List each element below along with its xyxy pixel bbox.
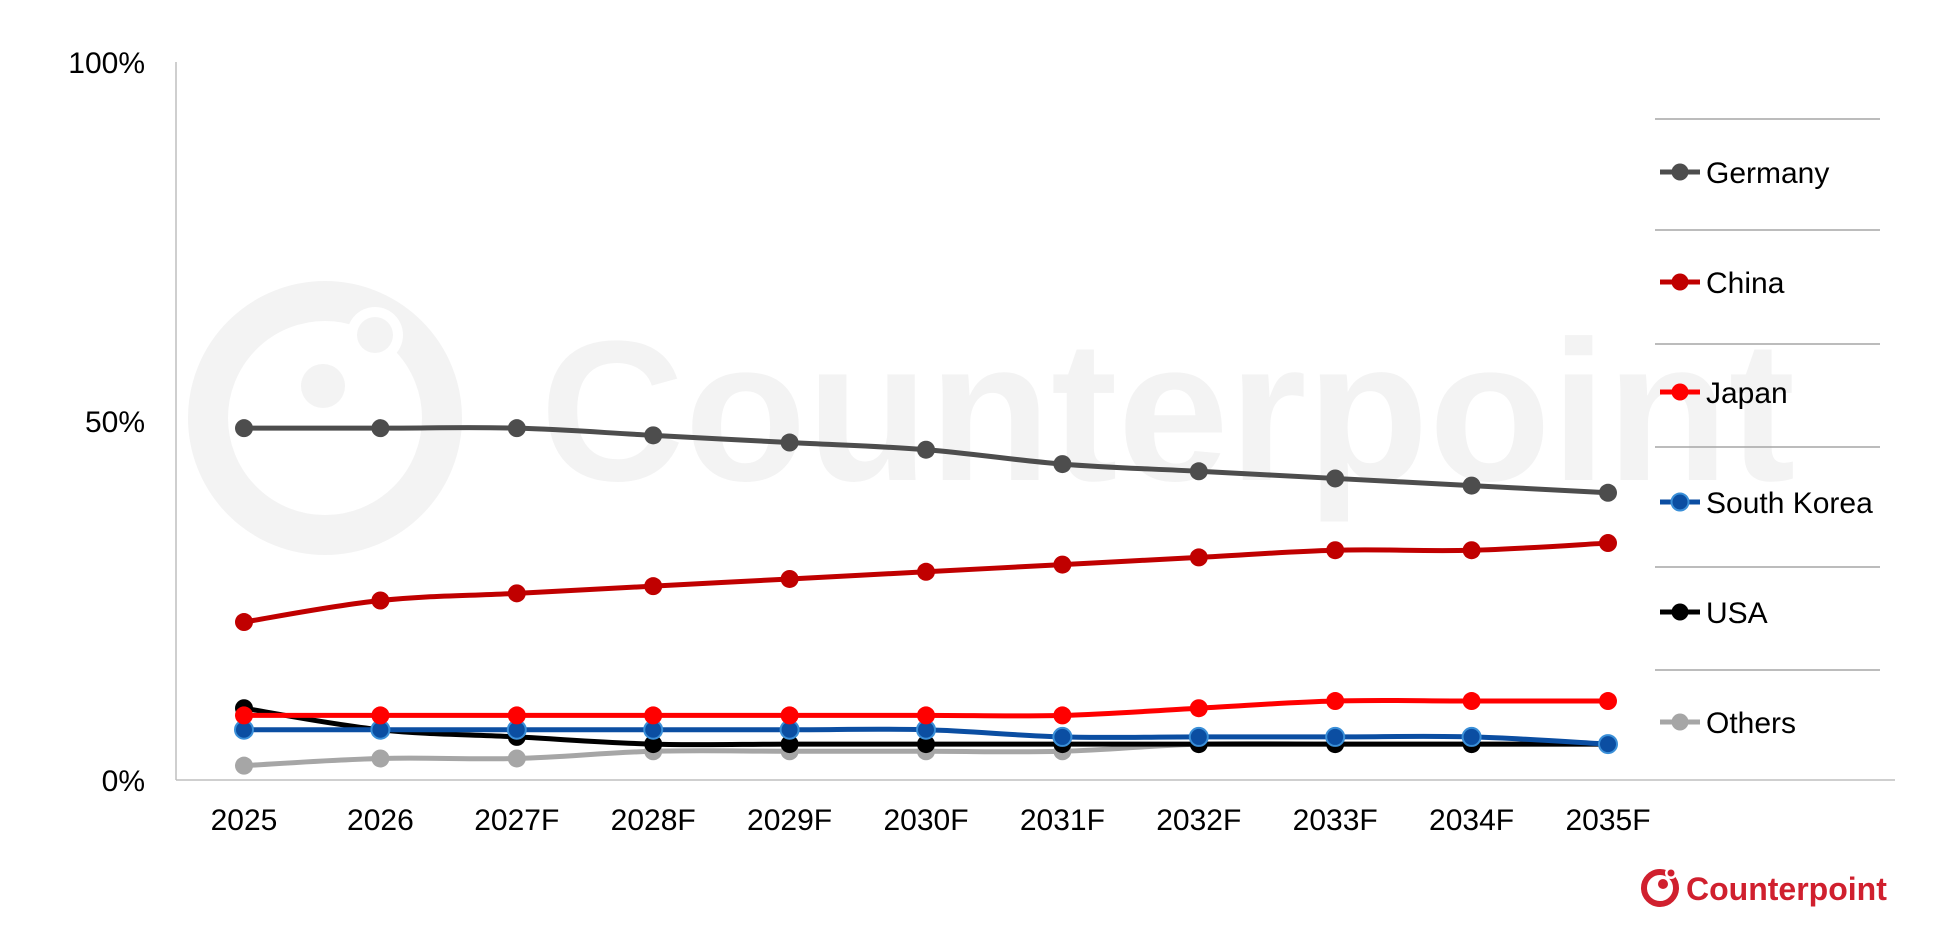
data-point-china	[644, 577, 663, 596]
data-point-south-korea	[1325, 726, 1346, 747]
legend-marker	[1671, 163, 1689, 181]
data-point-china	[507, 584, 526, 603]
data-point-china	[1189, 548, 1208, 567]
legend-marker	[1671, 383, 1689, 401]
series-layer	[234, 419, 1618, 775]
y-tick-label: 100%	[68, 47, 145, 80]
data-point-china	[371, 591, 390, 610]
data-point-japan	[1053, 706, 1072, 725]
series-line-china	[241, 540, 1611, 625]
x-tick-label: 2034F	[1429, 804, 1514, 837]
legend-marker	[1671, 603, 1689, 621]
x-tick-label: 2030F	[883, 804, 968, 837]
data-point-china	[917, 562, 935, 581]
data-point-china	[1053, 555, 1072, 574]
legend-item-germany: Germany	[1660, 157, 1829, 190]
legend-label: Others	[1706, 707, 1796, 740]
legend-label: Japan	[1706, 377, 1788, 410]
data-point-south-korea	[1461, 726, 1482, 747]
x-tick-label: 2033F	[1293, 804, 1378, 837]
axes: 0% 50% 100% 2025 2026 2027F 2028F 2029F 2030F 203…	[68, 47, 1895, 837]
data-point-germany	[1599, 483, 1617, 502]
data-point-japan	[235, 706, 253, 725]
x-tick-label: 2032F	[1156, 804, 1241, 837]
data-point-china	[780, 569, 799, 588]
data-point-south-korea	[1052, 726, 1073, 747]
legend-item-others: Others	[1660, 707, 1796, 740]
data-point-germany	[917, 440, 935, 459]
data-point-others	[507, 749, 526, 768]
data-point-others	[235, 756, 253, 775]
data-point-germany	[1189, 462, 1208, 481]
y-tick-label: 50%	[85, 406, 145, 439]
legend-label: China	[1706, 267, 1785, 300]
data-point-south-korea	[1598, 734, 1618, 755]
data-point-germany	[371, 419, 390, 438]
data-point-usa	[644, 735, 663, 754]
counterpoint-logo: Counterpoint	[1641, 867, 1887, 907]
x-tick-label: 2035F	[1565, 804, 1650, 837]
data-point-japan	[644, 706, 663, 725]
legend-item-south-korea: South Korea	[1660, 487, 1873, 520]
series-japan	[235, 692, 1617, 725]
data-point-china	[235, 613, 253, 632]
data-point-japan	[1326, 692, 1345, 711]
x-tick-label: 2027F	[474, 804, 559, 837]
series-germany	[235, 419, 1617, 502]
y-tick-label: 0%	[102, 765, 145, 798]
x-tick-label: 2029F	[747, 804, 832, 837]
series-china	[235, 534, 1617, 632]
x-tick-label: 2031F	[1020, 804, 1105, 837]
data-point-japan	[780, 706, 799, 725]
x-tick-label: 2026	[347, 804, 414, 837]
data-point-china	[1462, 541, 1481, 560]
legend: Germany China Japan South Korea USA Others	[1655, 118, 1880, 740]
legend-item-japan: Japan	[1660, 377, 1788, 410]
legend-marker	[1671, 713, 1689, 731]
data-point-south-korea	[1188, 726, 1209, 747]
x-tick-label: 2025	[211, 804, 278, 837]
data-point-germany	[1462, 476, 1481, 495]
data-point-china	[1599, 534, 1617, 553]
data-point-germany	[644, 426, 663, 445]
data-point-others	[371, 749, 390, 768]
legend-marker	[1671, 273, 1689, 291]
legend-label: South Korea	[1706, 487, 1873, 520]
data-point-japan	[1189, 699, 1208, 718]
legend-item-china: China	[1660, 267, 1785, 300]
logo-text: Counterpoint	[1686, 871, 1887, 907]
data-point-germany	[780, 433, 799, 452]
data-point-japan	[371, 706, 390, 725]
legend-label: Germany	[1706, 157, 1829, 190]
data-point-japan	[917, 706, 935, 725]
data-point-japan	[1462, 692, 1481, 711]
data-point-japan	[1599, 692, 1617, 711]
series-south-korea	[234, 719, 1618, 755]
legend-marker	[1670, 492, 1690, 512]
legend-label: USA	[1706, 597, 1768, 630]
data-point-china	[1326, 541, 1345, 560]
watermark-text: Counterpoint	[540, 300, 1795, 523]
watermark: Counterpoint	[188, 281, 1795, 555]
data-point-japan	[507, 706, 526, 725]
legend-item-usa: USA	[1660, 597, 1768, 630]
data-point-germany	[1326, 469, 1345, 488]
data-point-germany	[507, 419, 526, 438]
x-tick-label: 2028F	[611, 804, 696, 837]
data-point-usa	[917, 735, 935, 754]
data-point-germany	[1053, 455, 1072, 474]
data-point-usa	[780, 735, 799, 754]
data-point-germany	[235, 419, 253, 438]
